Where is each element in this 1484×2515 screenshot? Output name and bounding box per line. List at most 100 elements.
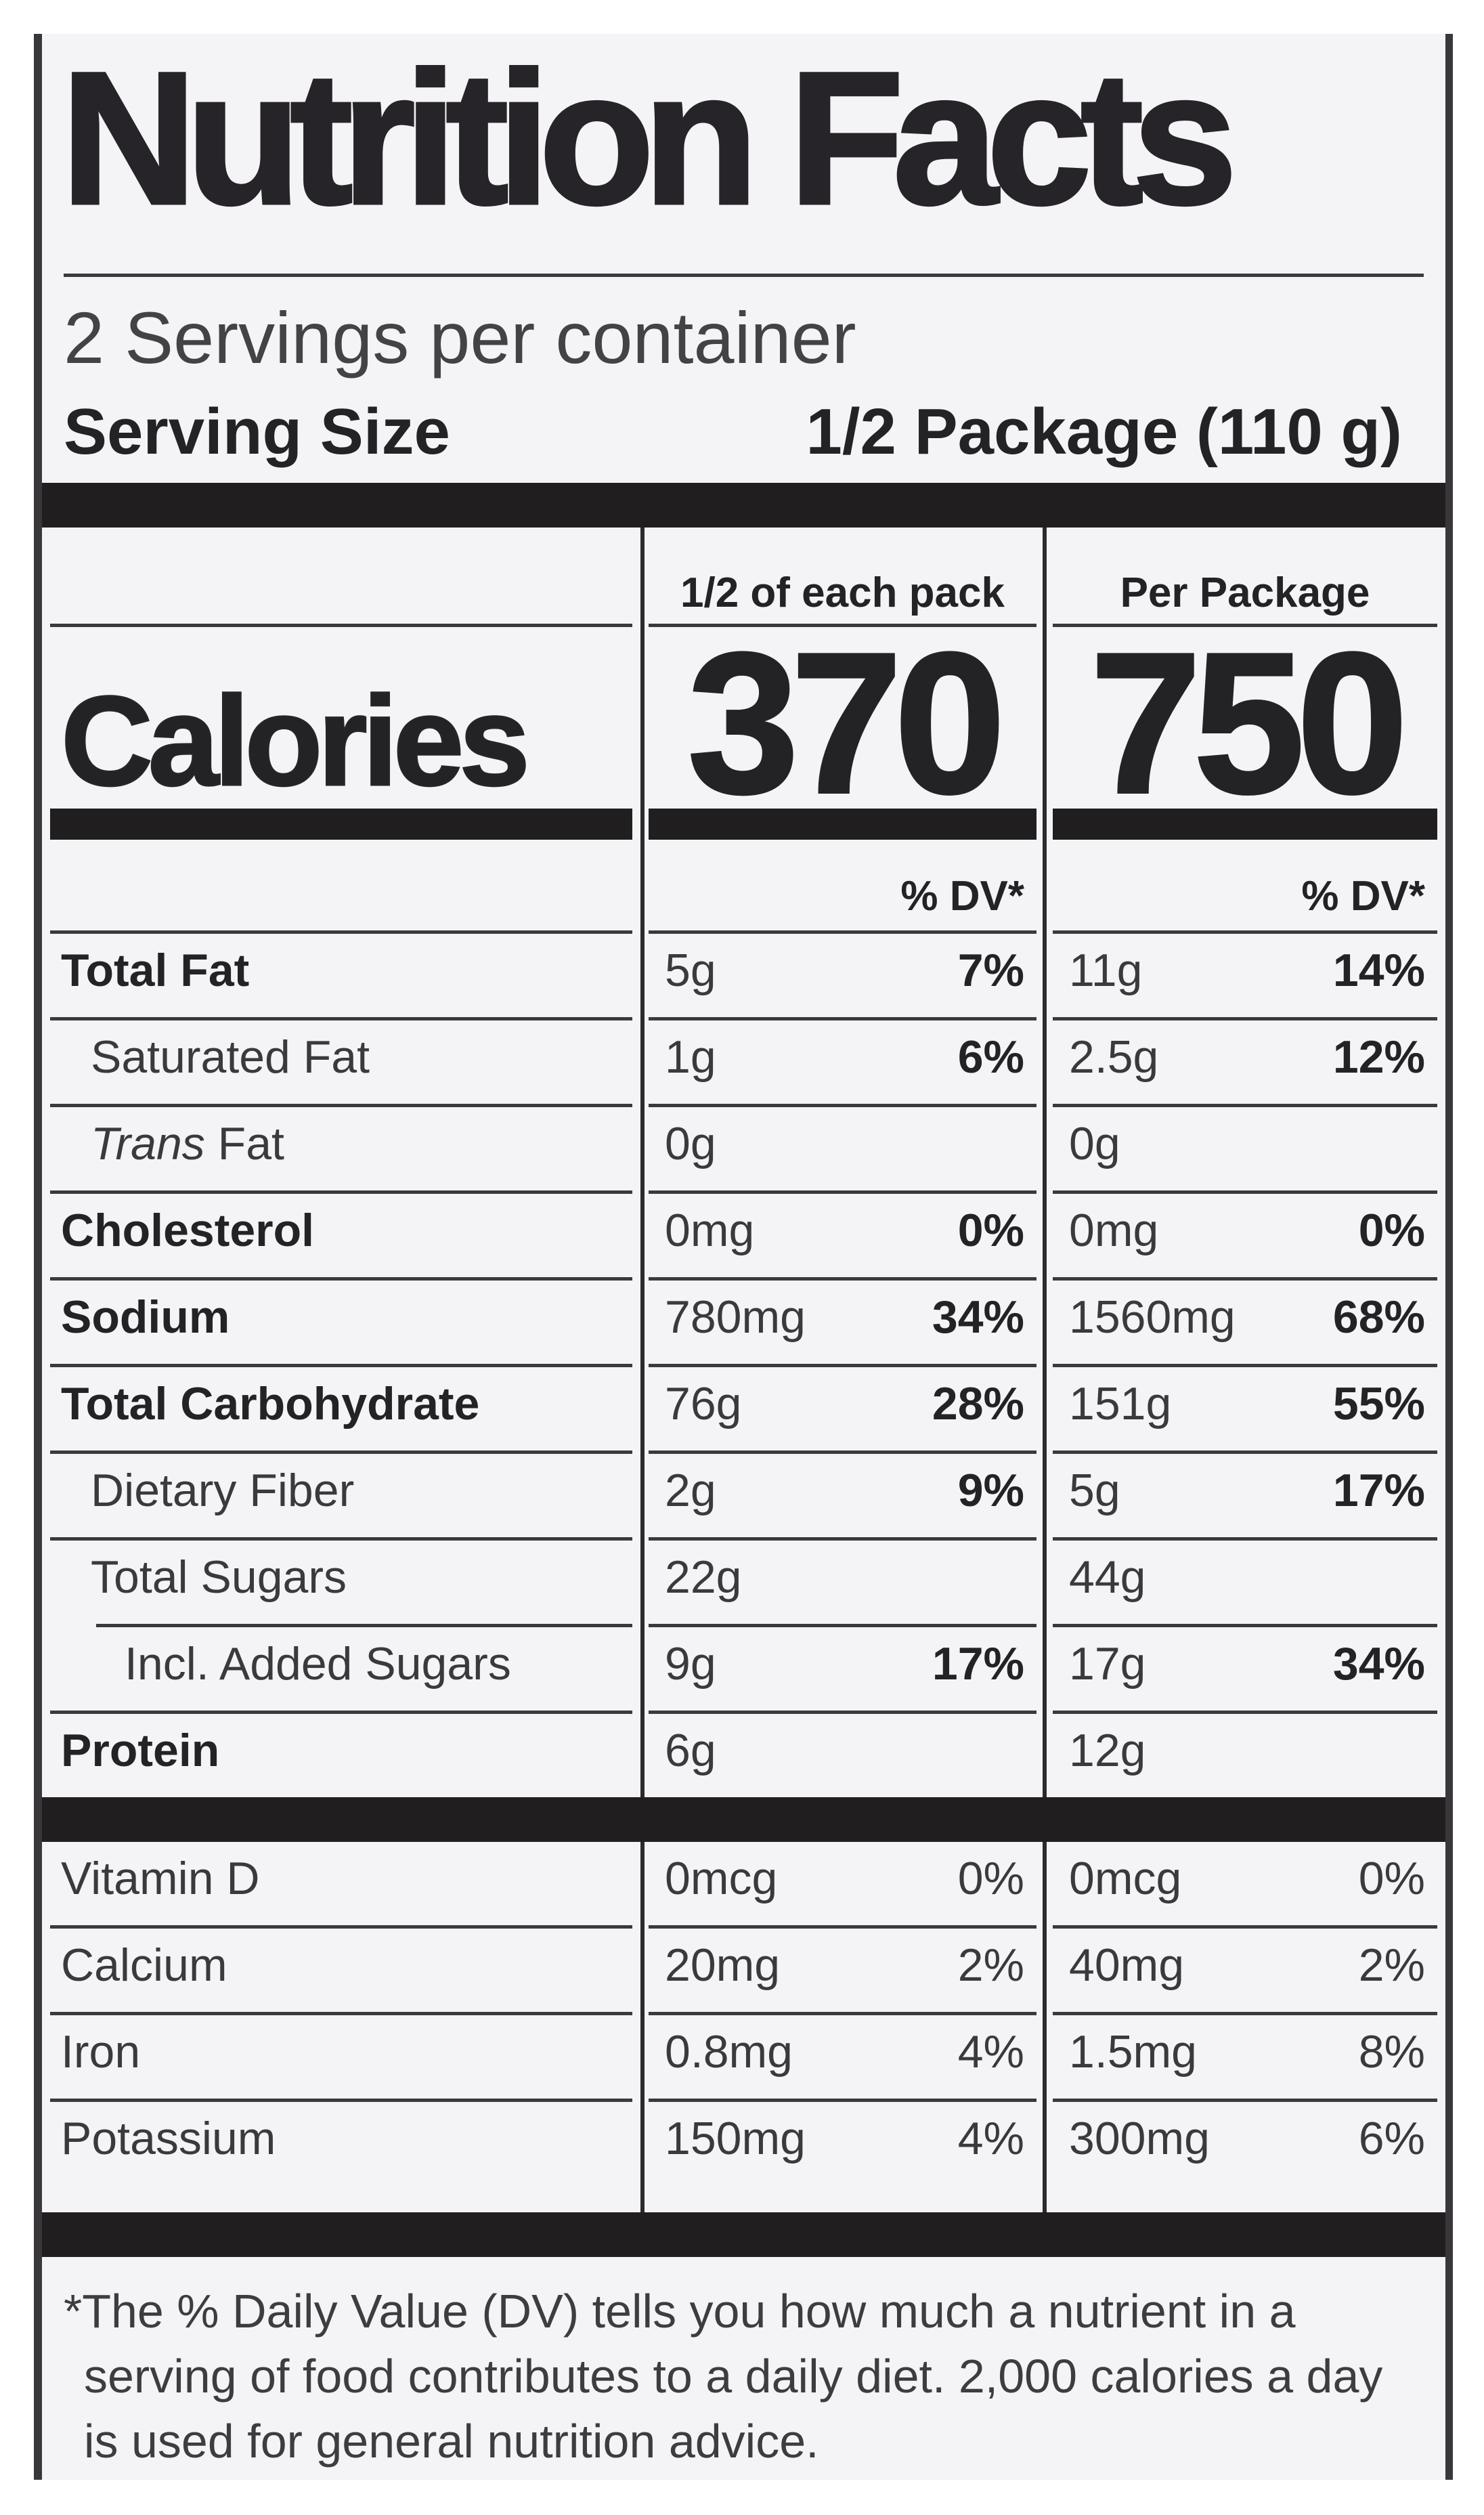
amount-per-package: 5g [1069,1465,1120,1516]
dv-per-package: 14% [1332,945,1425,996]
dv-per-package: 17% [1332,1465,1425,1516]
dv-per-serving: 9% [957,1465,1024,1516]
thick-separator-bar-top [42,483,1445,528]
amount-per-serving: 76g [665,1378,742,1430]
dv-per-serving: 4% [957,2026,1024,2078]
vitamins-bottom-spacer [42,2185,1445,2212]
percent-dv-header-per-serving: % DV* [900,873,1024,920]
vitamin-row-vitamin-d: Vitamin D 0mcg 0% 0mcg 0% [42,1842,1445,1925]
nutrients-region: 1/2 of each pack Per Package Calories 37… [42,528,1445,1797]
vitamin-row-potassium: Potassium 150mg 4% 300mg 6% [42,2102,1445,2185]
title-divider [64,274,1424,277]
nutrient-name: Total Fat [61,945,250,996]
dv-per-serving: 17% [932,1638,1024,1690]
nutrient-name: Potassium [61,2113,276,2164]
calories-underline-bar [42,809,1445,840]
percent-dv-header-per-package: % DV* [1301,873,1425,920]
dv-per-package: 55% [1332,1378,1425,1430]
dv-per-package: 0% [1358,1205,1425,1256]
nutrient-name: Incl. Added Sugars [125,1638,511,1690]
row-divider [42,624,1445,627]
per-package-column-header: Per Package [1120,569,1370,616]
dv-per-serving: 0% [957,1205,1024,1256]
nutrient-row-total-fat: Total Fat 5g 7% 11g 14% [42,934,1445,1017]
nutrient-row-added-sugars: Incl. Added Sugars 9g 17% 17g 34% [42,1627,1445,1711]
nutrient-row-sodium: Sodium 780mg 34% 1560mg 68% [42,1281,1445,1364]
vitamin-row-calcium: Calcium 20mg 2% 40mg 2% [42,1929,1445,2012]
amount-per-package: 17g [1069,1638,1146,1690]
amount-per-serving: 20mg [665,1939,781,1991]
nutrient-name: Dietary Fiber [91,1465,355,1516]
dv-per-serving: 7% [957,945,1024,996]
amount-per-serving: 9g [665,1638,716,1690]
nutrient-name: Total Carbohydrate [61,1378,480,1430]
dv-per-serving: 0% [957,1853,1024,1904]
amount-per-package: 11g [1069,945,1143,996]
daily-value-footnote: *The % Daily Value (DV) tells you how mu… [64,2285,1383,2468]
vitamins-region: Vitamin D 0mcg 0% 0mcg 0% Calcium 20mg 2% 4… [42,1842,1445,2212]
nutrient-row-cholesterol: Cholesterol 0mg 0% 0mg 0% [42,1194,1445,1277]
nutrient-name: Protein [61,1725,220,1776]
column-headers-row: 1/2 of each pack Per Package [42,528,1445,624]
row-divider-indented [42,1624,1445,1627]
dv-per-package: 2% [1358,1939,1425,1991]
row-divider [42,1190,1445,1194]
amount-per-serving: 0.8mg [665,2026,793,2078]
amount-per-package: 12g [1069,1725,1146,1776]
amount-per-serving: 2g [665,1465,716,1516]
amount-per-serving: 1g [665,1031,716,1083]
amount-per-package: 2.5g [1069,1031,1159,1083]
amount-per-serving: 0mcg [665,1853,778,1904]
amount-per-serving: 0mg [665,1205,755,1256]
dv-per-package: 12% [1332,1031,1425,1083]
dv-per-package: 6% [1358,2113,1425,2164]
nutrient-row-dietary-fiber: Dietary Fiber 2g 9% 5g 17% [42,1454,1445,1537]
row-divider [42,1017,1445,1020]
amount-per-serving: 22g [665,1551,742,1603]
dv-per-package: 34% [1332,1638,1425,1690]
column-divider-1 [640,1842,645,2212]
dv-per-serving: 4% [957,2113,1024,2164]
row-divider [42,1925,1445,1929]
nutrient-name: Vitamin D [61,1853,260,1904]
vitamin-row-iron: Iron 0.8mg 4% 1.5mg 8% [42,2015,1445,2099]
calories-label: Calories [60,670,531,812]
calories-per-package-value: 750 [1089,611,1410,835]
serving-size-row: Serving Size 1/2 Package (110 g) [64,395,1402,469]
amount-per-serving: 6g [665,1725,716,1776]
servings-per-container: 2 Servings per container [64,297,856,379]
dv-per-serving: 28% [932,1378,1024,1430]
dv-per-serving: 6% [957,1031,1024,1083]
nutrient-row-saturated-fat: Saturated Fat 1g 6% 2.5g 12% [42,1020,1445,1104]
amount-per-serving: 5g [665,945,716,996]
thick-separator-bar-middle [42,1797,1445,1842]
amount-per-package: 151g [1069,1378,1172,1430]
row-divider [42,2012,1445,2015]
calories-per-serving-value: 370 [686,611,1007,835]
amount-per-serving: 780mg [665,1291,806,1343]
row-divider [42,1277,1445,1281]
row-divider [42,1364,1445,1367]
nutrient-row-trans-fat: Trans Fat 0g 0g [42,1107,1445,1190]
amount-per-package: 300mg [1069,2113,1210,2164]
dv-per-package: 68% [1332,1291,1425,1343]
amount-per-package: 1560mg [1069,1291,1236,1343]
dv-per-package: 8% [1358,2026,1425,2078]
amount-per-serving: 0g [665,1118,716,1169]
percent-dv-header-row: % DV* % DV* [42,840,1445,930]
amount-per-serving: 150mg [665,2113,806,2164]
amount-per-package: 0mcg [1069,1853,1182,1904]
amount-per-package: 1.5mg [1069,2026,1197,2078]
nutrient-name: Iron [61,2026,141,2078]
nutrient-row-protein: Protein 6g 12g [42,1714,1445,1797]
amount-per-package: 0mg [1069,1205,1159,1256]
amount-per-package: 0g [1069,1118,1120,1169]
row-divider [42,1104,1445,1107]
row-divider [42,2099,1445,2102]
page-title: Nutrition Facts [60,34,1239,243]
column-divider-1 [640,528,645,1797]
nutrient-name: Trans Fat [91,1118,284,1169]
nutrient-name: Cholesterol [61,1205,315,1256]
nutrition-facts-label: Nutrition Facts 2 Servings per container… [34,34,1453,2480]
